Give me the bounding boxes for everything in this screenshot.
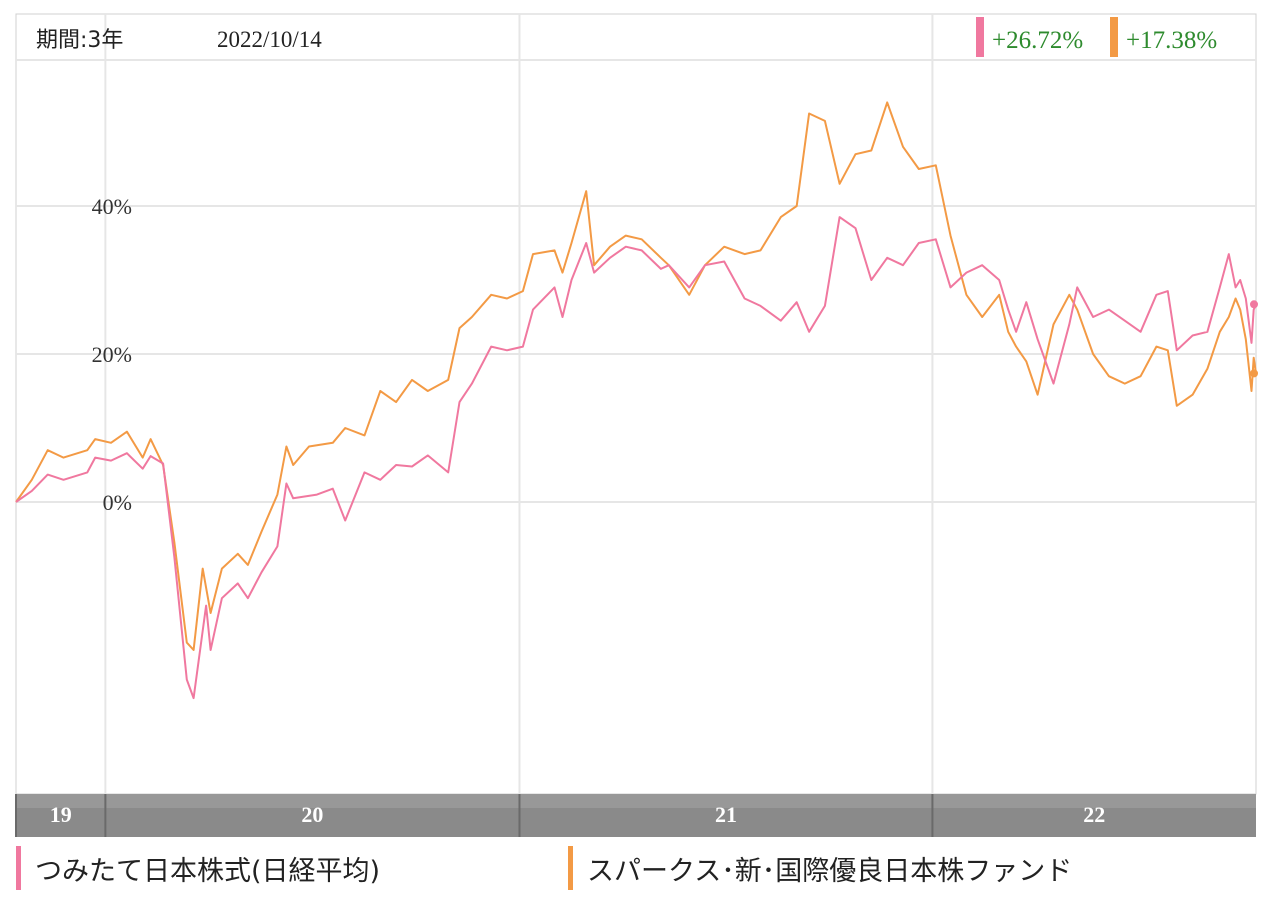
badge-marker-nikkei — [976, 17, 984, 57]
period-label: 期間:3年 — [36, 28, 123, 53]
x-band-label: 22 — [1083, 802, 1105, 827]
x-band — [932, 794, 1256, 837]
series-line — [15, 216, 1257, 700]
x-band — [16, 794, 106, 837]
legend-item-nikkei: つみたて日本株式(日経平均) — [16, 845, 380, 891]
x-band — [105, 794, 520, 837]
badge-marker-sparx — [1110, 17, 1118, 57]
legend-item-sparx: スパークス･新･国際優良日本株ファンド — [568, 845, 1072, 891]
x-band — [519, 794, 933, 837]
series-line — [15, 101, 1257, 651]
x-band-shine — [16, 794, 106, 808]
x-band-shine — [932, 794, 1256, 808]
x-band-shine — [519, 794, 933, 808]
x-band-label: 20 — [301, 802, 323, 827]
x-band-label: 19 — [50, 802, 72, 827]
y-tick-label: 20% — [92, 342, 132, 367]
series-end-marker — [1250, 300, 1258, 309]
legend-label-sparx: スパークス･新･国際優良日本株ファンド — [587, 855, 1073, 887]
y-tick-label: 40% — [92, 194, 132, 219]
plot-area — [15, 13, 1257, 795]
legend-swatch-sparx — [568, 846, 573, 890]
badge-value-sparx: +17.38% — [1126, 27, 1217, 54]
badge-value-nikkei: +26.72% — [992, 27, 1083, 54]
chart: 0% 20% 40% 19 20 21 22 期間:3年 2022/10/14 +26.7… — [15, 13, 1258, 837]
legend-label-nikkei: つみたて日本株式(日経平均) — [35, 855, 381, 887]
x-band-shine — [105, 794, 520, 808]
series-end-marker — [1250, 369, 1258, 378]
x-band-label: 21 — [715, 802, 737, 827]
y-tick-label: 0% — [103, 490, 132, 515]
legend-swatch-nikkei — [16, 846, 21, 890]
date-label: 2022/10/14 — [217, 27, 322, 52]
